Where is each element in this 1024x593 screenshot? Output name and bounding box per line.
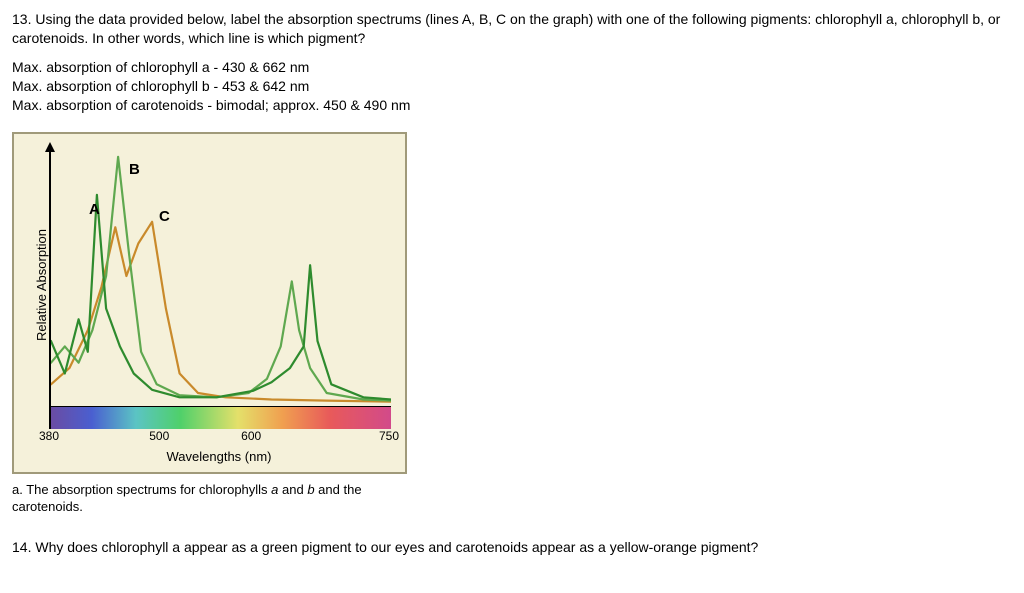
- data-line: Max. absorption of carotenoids - bimodal…: [12, 96, 1012, 115]
- y-axis-label: Relative Absorption: [28, 146, 49, 464]
- plot-area: A B C: [49, 146, 391, 408]
- question-13-prompt: 13. Using the data provided below, label…: [12, 10, 1012, 48]
- question-13-data: Max. absorption of chlorophyll a - 430 &…: [12, 58, 1012, 115]
- question-14-prompt: 14. Why does chlorophyll a appear as a g…: [12, 538, 1012, 557]
- visible-spectrum-bar: [49, 407, 391, 429]
- x-tick: 500: [149, 429, 169, 443]
- x-axis-ticks: 380500600750: [49, 429, 389, 447]
- caption-lead: a.: [12, 482, 26, 497]
- figure-caption: a. The absorption spectrums for chloroph…: [12, 482, 432, 516]
- x-tick: 750: [379, 429, 399, 443]
- x-axis-label: Wavelengths (nm): [49, 449, 389, 464]
- curve-label-A: A: [89, 201, 100, 218]
- curves-svg: [51, 146, 391, 406]
- absorption-chart-frame: Relative Absorption A B C 380 500 600 750 Wav…: [12, 132, 407, 474]
- data-line: Max. absorption of chlorophyll b - 453 &…: [12, 77, 1012, 96]
- y-axis-text: Relative Absorption: [34, 229, 49, 341]
- x-tick: 380: [39, 429, 59, 443]
- caption-text: and: [278, 482, 307, 497]
- data-line: Max. absorption of chlorophyll a - 430 &…: [12, 58, 1012, 77]
- curve-label-B: B: [129, 161, 140, 178]
- caption-italic: b: [307, 482, 314, 497]
- caption-text: The absorption spectrums for chlorophyll…: [26, 482, 271, 497]
- curve-label-C: C: [159, 208, 170, 225]
- x-tick: 600: [241, 429, 261, 443]
